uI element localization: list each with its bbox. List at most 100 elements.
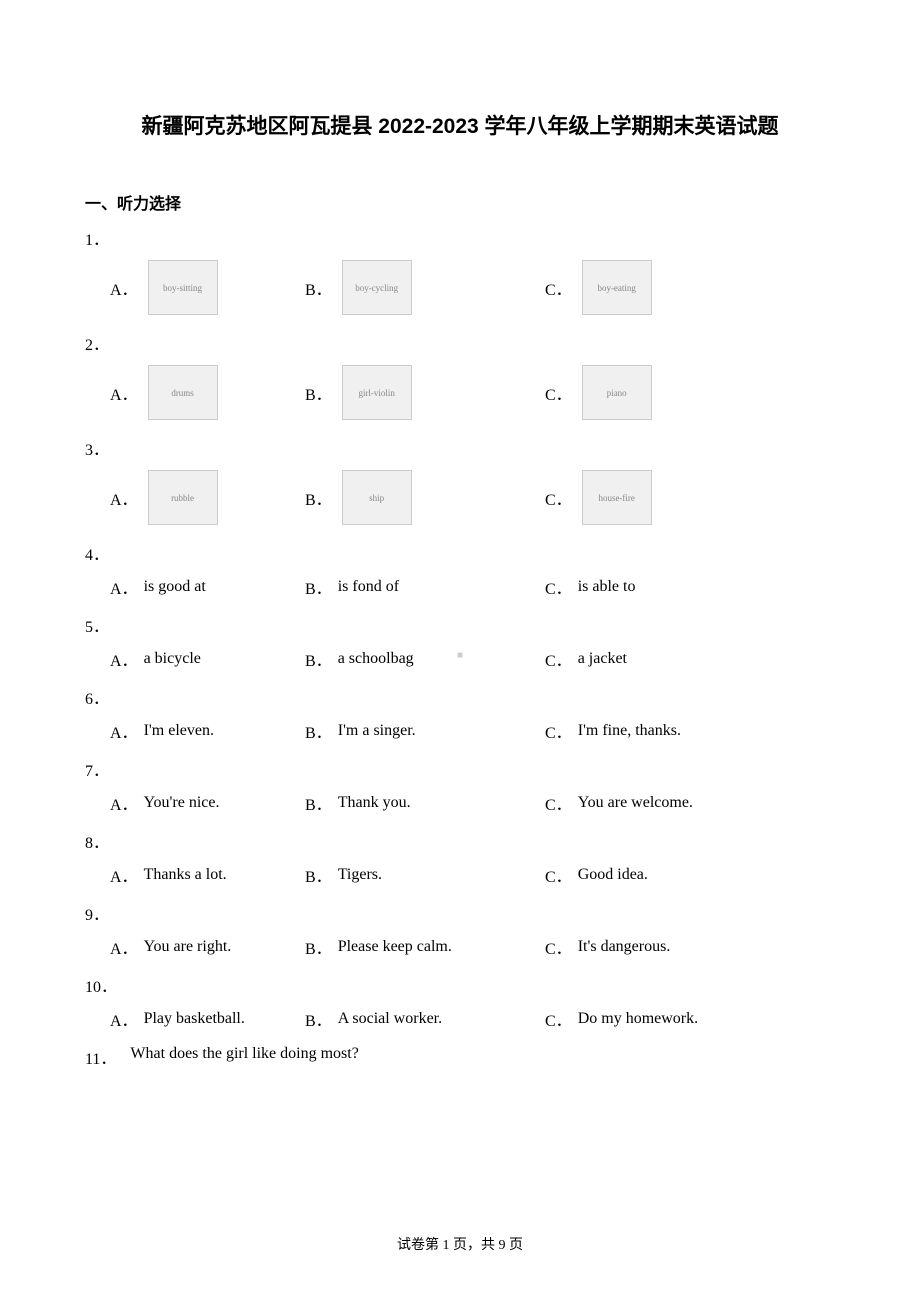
option-b: B． girl-violin [305, 365, 545, 420]
option-label: B． [305, 381, 332, 405]
option-a: A． is good at [110, 575, 305, 599]
option-label: C． [545, 276, 572, 300]
option-text: A social worker. [338, 1010, 442, 1028]
option-text: Do my homework. [578, 1010, 698, 1028]
option-b: B． is fond of [305, 575, 545, 599]
question-11: 11． What does the girl like doing most? [85, 1045, 835, 1069]
question-3: 3． A． rubble B． ship C． house-fire [85, 436, 835, 525]
option-label: B． [305, 935, 332, 959]
option-text: a schoolbag [338, 650, 414, 668]
option-text: You are right. [144, 938, 232, 956]
image-placeholder: boy-cycling [342, 260, 412, 315]
image-placeholder: girl-violin [342, 365, 412, 420]
image-placeholder: drums [148, 365, 218, 420]
options-row: A． rubble B． ship C． house-fire [85, 470, 835, 525]
options-row: A． boy-sitting B． boy-cycling C． boy-eat… [85, 260, 835, 315]
option-label: C． [545, 381, 572, 405]
question-10: 10． A． Play basketball. B． A social work… [85, 973, 835, 1031]
question-number: 9． [85, 901, 835, 925]
question-number: 10． [85, 973, 835, 997]
image-placeholder: rubble [148, 470, 218, 525]
image-placeholder: boy-eating [582, 260, 652, 315]
option-label: B． [305, 647, 332, 671]
option-label: B． [305, 575, 332, 599]
question-1: 1． A． boy-sitting B． boy-cycling C． boy-… [85, 226, 835, 315]
option-text: Thank you. [338, 794, 411, 812]
options-row: A． You're nice. B． Thank you. C． You are… [85, 791, 835, 815]
option-b: B． ship [305, 470, 545, 525]
footer-page-total: 9 [499, 1238, 506, 1253]
option-a: A． Play basketball. [110, 1007, 305, 1031]
option-text: You are welcome. [578, 794, 693, 812]
option-text: is able to [578, 578, 636, 596]
question-6: 6． A． I'm eleven. B． I'm a singer. C． I'… [85, 685, 835, 743]
question-4: 4． A． is good at B． is fond of C． is abl… [85, 541, 835, 599]
option-text: I'm a singer. [338, 722, 416, 740]
option-label: A． [110, 381, 138, 405]
option-label: A． [110, 791, 138, 815]
option-label: A． [110, 647, 138, 671]
option-label: B． [305, 276, 332, 300]
question-7: 7． A． You're nice. B． Thank you. C． You … [85, 757, 835, 815]
option-a: A． drums [110, 365, 305, 420]
question-2: 2． A． drums B． girl-violin C． piano [85, 331, 835, 420]
option-label: B． [305, 486, 332, 510]
option-b: B． Tigers. [305, 863, 545, 887]
footer-page-current: 1 [443, 1238, 450, 1253]
option-label: C． [545, 791, 572, 815]
option-label: A． [110, 276, 138, 300]
option-text: Tigers. [338, 866, 382, 884]
option-b: B． A social worker. [305, 1007, 545, 1031]
option-label: A． [110, 719, 138, 743]
option-label: C． [545, 1007, 572, 1031]
option-label: C． [545, 575, 572, 599]
question-number: 1． [85, 226, 835, 250]
option-label: A． [110, 1007, 138, 1031]
option-text: Good idea. [578, 866, 648, 884]
options-row: A． is good at B． is fond of C． is able t… [85, 575, 835, 599]
question-text: What does the girl like doing most? [130, 1045, 358, 1069]
image-placeholder: house-fire [582, 470, 652, 525]
footer-text: 页 [506, 1238, 524, 1253]
option-a: A． I'm eleven. [110, 719, 305, 743]
option-a: A． a bicycle [110, 647, 305, 671]
option-a: A． You are right. [110, 935, 305, 959]
image-placeholder: boy-sitting [148, 260, 218, 315]
option-label: B． [305, 863, 332, 887]
question-number: 11． [85, 1045, 116, 1069]
options-row: A． Thanks a lot. B． Tigers. C． Good idea… [85, 863, 835, 887]
option-c: C． house-fire [545, 470, 835, 525]
option-b: B． boy-cycling [305, 260, 545, 315]
option-b: B． I'm a singer. [305, 719, 545, 743]
option-a: A． You're nice. [110, 791, 305, 815]
option-text: You're nice. [144, 794, 220, 812]
question-5: 5． A． a bicycle B． a schoolbag C． a jack… [85, 613, 835, 671]
option-a: A． Thanks a lot. [110, 863, 305, 887]
options-row: A． Play basketball. B． A social worker. … [85, 1007, 835, 1031]
question-number: 4． [85, 541, 835, 565]
section-header: 一、听力选择 [85, 190, 835, 214]
option-a: A． rubble [110, 470, 305, 525]
question-number: 5． [85, 613, 835, 637]
option-text: Play basketball. [144, 1010, 245, 1028]
option-c: C． You are welcome. [545, 791, 835, 815]
option-text: Thanks a lot. [144, 866, 227, 884]
option-label: A． [110, 486, 138, 510]
option-c: C． It's dangerous. [545, 935, 835, 959]
option-label: C． [545, 863, 572, 887]
question-8: 8． A． Thanks a lot. B． Tigers. C． Good i… [85, 829, 835, 887]
question-number: 6． [85, 685, 835, 709]
option-label: A． [110, 935, 138, 959]
document-title: 新疆阿克苏地区阿瓦提县 2022-2023 学年八年级上学期期末英语试题 [85, 110, 835, 140]
option-text: I'm eleven. [144, 722, 214, 740]
option-b: B． Please keep calm. [305, 935, 545, 959]
option-label: B． [305, 1007, 332, 1031]
options-row: A． You are right. B． Please keep calm. C… [85, 935, 835, 959]
option-text: a bicycle [144, 650, 201, 668]
option-text: I'm fine, thanks. [578, 722, 681, 740]
footer-text: 页，共 [450, 1238, 499, 1253]
option-c: C． Good idea. [545, 863, 835, 887]
option-c: C． boy-eating [545, 260, 835, 315]
option-c: C． a jacket [545, 647, 835, 671]
option-c: C． is able to [545, 575, 835, 599]
